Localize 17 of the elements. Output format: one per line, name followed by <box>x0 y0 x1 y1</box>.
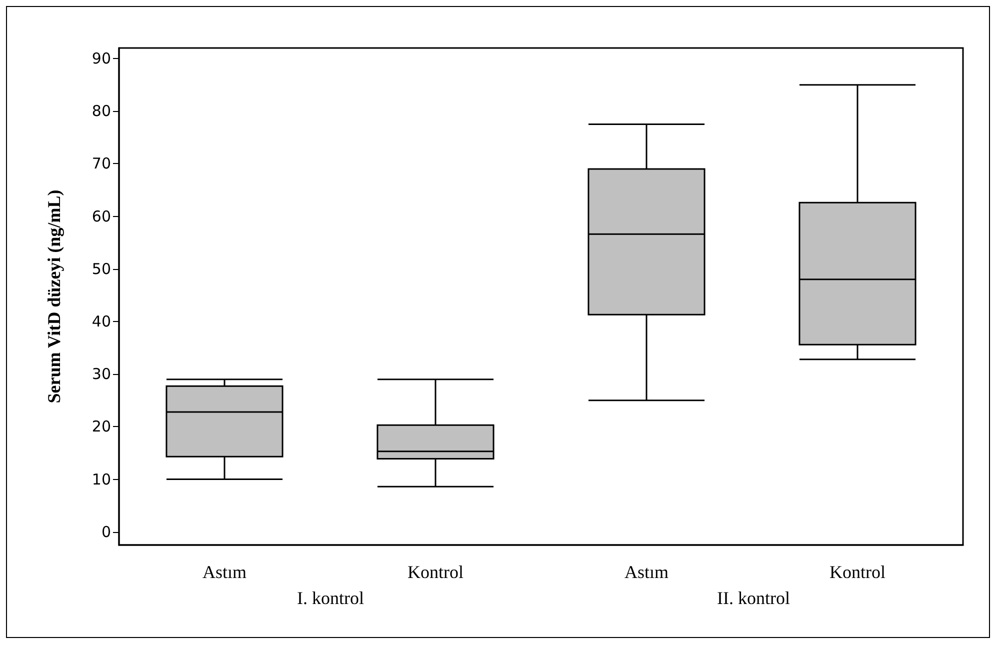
y-tick-label: 70 <box>92 154 111 173</box>
y-tick-label: 50 <box>92 260 111 278</box>
x-tick-label: Astım <box>202 562 247 582</box>
y-tick-label: 40 <box>92 312 111 330</box>
y-tick-label: 20 <box>92 418 111 436</box>
y-tick-label: 90 <box>92 50 111 68</box>
x-tick-label: Kontrol <box>408 562 464 582</box>
x-tick-label: Astım <box>624 562 669 582</box>
x-tick-label: Kontrol <box>830 562 886 582</box>
y-tick-label: 0 <box>101 522 111 541</box>
y-tick-label: 10 <box>92 470 111 488</box>
y-tick-label: 60 <box>92 207 111 226</box>
text: I. kontrol <box>297 588 364 608</box>
y-axis-title: Serum VitD düzeyi (ng/mL) <box>44 190 64 404</box>
y-tick-label: 30 <box>92 365 111 384</box>
y-tick-label: 80 <box>92 102 111 120</box>
text: II. kontrol <box>717 588 790 608</box>
